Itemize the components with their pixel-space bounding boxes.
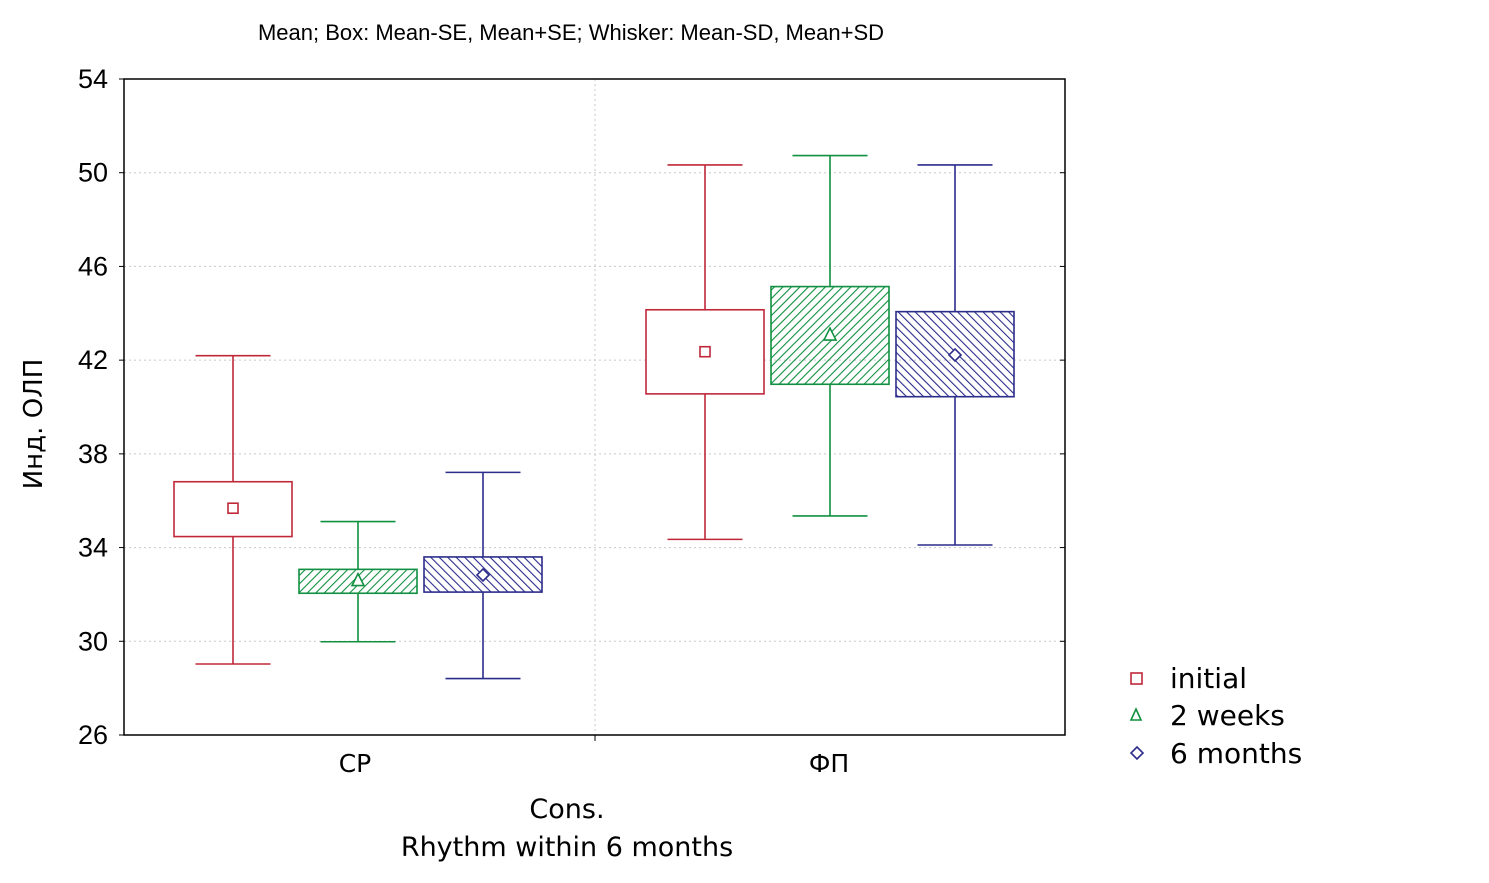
- box-groups: [173, 154, 1015, 680]
- x-axis-label-line-1: Cons.: [529, 794, 604, 825]
- y-tick-label: 50: [78, 158, 108, 188]
- box-2-weeks-1: [770, 154, 890, 517]
- y-tick-label: 26: [78, 720, 108, 750]
- y-tick-label: 30: [78, 626, 108, 656]
- box-initial-0: [173, 354, 293, 665]
- legend-label-initial: initial: [1170, 662, 1247, 695]
- y-axis-label: Инд. ОЛП: [19, 359, 49, 490]
- y-tick-label: 46: [78, 251, 108, 281]
- y-axis-ticks: 26 30 34 38 42 46 50 54: [78, 64, 1065, 750]
- mean-marker-square: [227, 502, 239, 515]
- y-tick-label: 38: [78, 439, 108, 469]
- mean-marker-square: [699, 345, 711, 358]
- box-2-weeks-0: [298, 520, 418, 643]
- mean-marker-triangle: [822, 326, 838, 341]
- mean-marker-triangle: [350, 571, 366, 587]
- x-axis-label-line-2: Rhythm within 6 months: [401, 832, 733, 863]
- legend-label-2-weeks: 2 weeks: [1170, 699, 1285, 732]
- legend-marker-diamond-icon: [1129, 745, 1145, 761]
- legend-marker-triangle-icon: [1129, 707, 1143, 721]
- x-tick-label-1: ФП: [809, 749, 849, 778]
- chart-title: Mean; Box: Mean-SE, Mean+SE; Whisker: Me…: [258, 20, 884, 45]
- y-tick-label: 54: [78, 64, 108, 94]
- x-tick-label-0: СР: [339, 749, 372, 778]
- mean-marker-diamond: [475, 567, 491, 583]
- box-6-months-0: [423, 471, 543, 680]
- box-6-months-1: [895, 164, 1015, 546]
- mean-marker-diamond: [947, 347, 963, 363]
- plot-frame: [123, 78, 1066, 736]
- legend-label-6-months: 6 months: [1170, 737, 1302, 770]
- legend: initial 2 weeks 6 months: [1129, 662, 1302, 770]
- legend-marker-square-icon: [1130, 672, 1143, 685]
- box-initial-1: [645, 164, 765, 541]
- y-tick-label: 42: [78, 345, 108, 375]
- y-tick-label: 34: [78, 533, 108, 563]
